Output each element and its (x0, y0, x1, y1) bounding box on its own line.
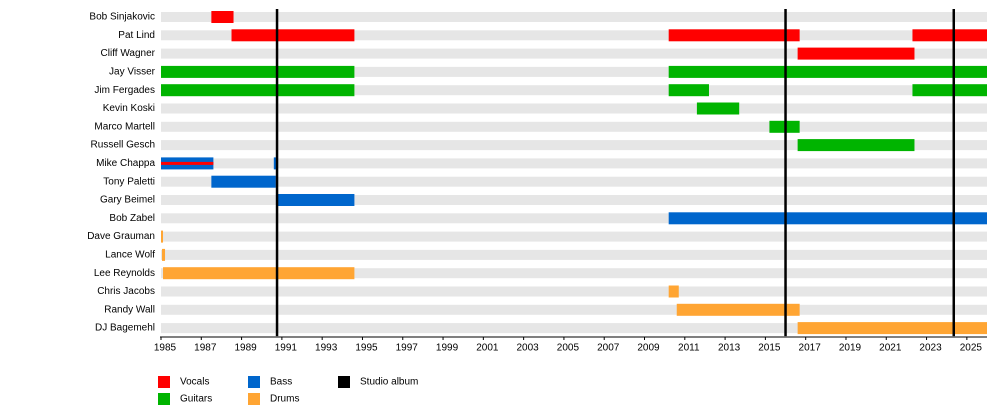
x-tick-label: 2021 (879, 343, 902, 354)
member-bar (676, 303, 800, 316)
x-tick-label: 2011 (678, 343, 700, 354)
x-tick-label: 2017 (799, 343, 822, 354)
member-bar (668, 29, 800, 42)
x-tick-label: 1993 (315, 343, 338, 354)
x-tick-label: 1997 (396, 343, 419, 354)
member-bar (211, 175, 276, 188)
legend-label: Vocals (180, 377, 209, 388)
x-tick-label: 2015 (758, 343, 781, 354)
x-tick-label: 2007 (597, 343, 620, 354)
legend-label: Drums (270, 394, 299, 405)
legend-label: Guitars (180, 394, 212, 405)
x-tick-label: 1989 (234, 343, 257, 354)
y-tick-label: Jay Visser (109, 67, 156, 78)
x-tick-label: 2009 (637, 343, 660, 354)
y-tick-label: Mike Chappa (96, 158, 155, 169)
row-band (161, 103, 987, 114)
y-tick-label: DJ Bagemehl (95, 323, 155, 334)
member-bar (231, 29, 355, 42)
legend-swatch (338, 376, 350, 388)
row-band (161, 85, 987, 96)
x-tick-label: 2025 (960, 343, 983, 354)
y-tick-label: Lee Reynolds (94, 268, 155, 279)
member-bar (912, 29, 987, 42)
x-tick-label: 2023 (919, 343, 942, 354)
member-bar (696, 102, 740, 115)
legend-label: Studio album (360, 377, 418, 388)
x-tick-label: 2005 (557, 343, 580, 354)
member-bar (912, 84, 987, 97)
y-tick-label: Gary Beimel (100, 195, 155, 206)
row-band (161, 66, 987, 77)
member-bar (161, 84, 355, 97)
row-band (161, 286, 987, 297)
y-tick-label: Marco Martell (94, 121, 155, 132)
legend-swatch (158, 393, 170, 405)
y-tick-label: Russell Gesch (91, 140, 155, 151)
y-tick-label: Pat Lind (118, 30, 155, 41)
member-bar (211, 11, 234, 23)
row-band (161, 12, 987, 22)
y-tick-label: Chris Jacobs (97, 286, 155, 297)
member-bar (668, 285, 679, 298)
row-band (161, 140, 987, 151)
x-tick-label: 2013 (718, 343, 741, 354)
row-band (161, 158, 987, 169)
y-tick-label: Jim Fergades (94, 85, 155, 96)
row-band (161, 121, 987, 132)
y-tick-label: Kevin Koski (103, 103, 155, 114)
y-tick-label: Bob Sinjakovic (89, 12, 155, 23)
row-band (161, 213, 987, 224)
y-tick-label: Cliff Wagner (101, 48, 156, 59)
member-bar (163, 267, 355, 280)
y-tick-label: Bob Zabel (109, 213, 155, 224)
member-bar (797, 322, 987, 335)
member-bar (161, 65, 355, 78)
legend-label: Bass (270, 377, 292, 388)
row-band (161, 30, 987, 41)
member-bar (161, 161, 214, 165)
x-tick-label: 1991 (275, 343, 298, 354)
x-tick-label: 2003 (517, 343, 540, 354)
x-tick-label: 1985 (154, 343, 177, 354)
member-bar (797, 139, 915, 152)
x-tick-label: 1995 (355, 343, 378, 354)
row-band (161, 195, 987, 205)
member-bar (668, 212, 987, 225)
member-bar (277, 194, 355, 206)
x-tick-label: 1987 (194, 343, 217, 354)
row-band (161, 268, 987, 279)
y-tick-label: Dave Grauman (87, 231, 155, 242)
y-tick-label: Lance Wolf (105, 250, 155, 261)
row-band (161, 231, 987, 242)
member-bar (161, 230, 164, 243)
member-bar (668, 65, 987, 78)
legend-swatch (158, 376, 170, 388)
y-tick-label: Tony Paletti (103, 176, 155, 187)
row-band (161, 304, 987, 315)
x-tick-label: 2001 (476, 343, 499, 354)
x-tick-label: 2019 (839, 343, 862, 354)
member-bar (797, 47, 915, 60)
row-band (161, 48, 987, 59)
member-bar (668, 84, 709, 97)
row-band (161, 249, 987, 260)
row-band (161, 323, 987, 334)
legend-swatch (248, 393, 260, 405)
legend-swatch (248, 376, 260, 388)
y-tick-label: Randy Wall (104, 304, 155, 315)
member-bar (162, 248, 166, 261)
row-band (161, 176, 987, 187)
x-tick-label: 1999 (436, 343, 459, 354)
